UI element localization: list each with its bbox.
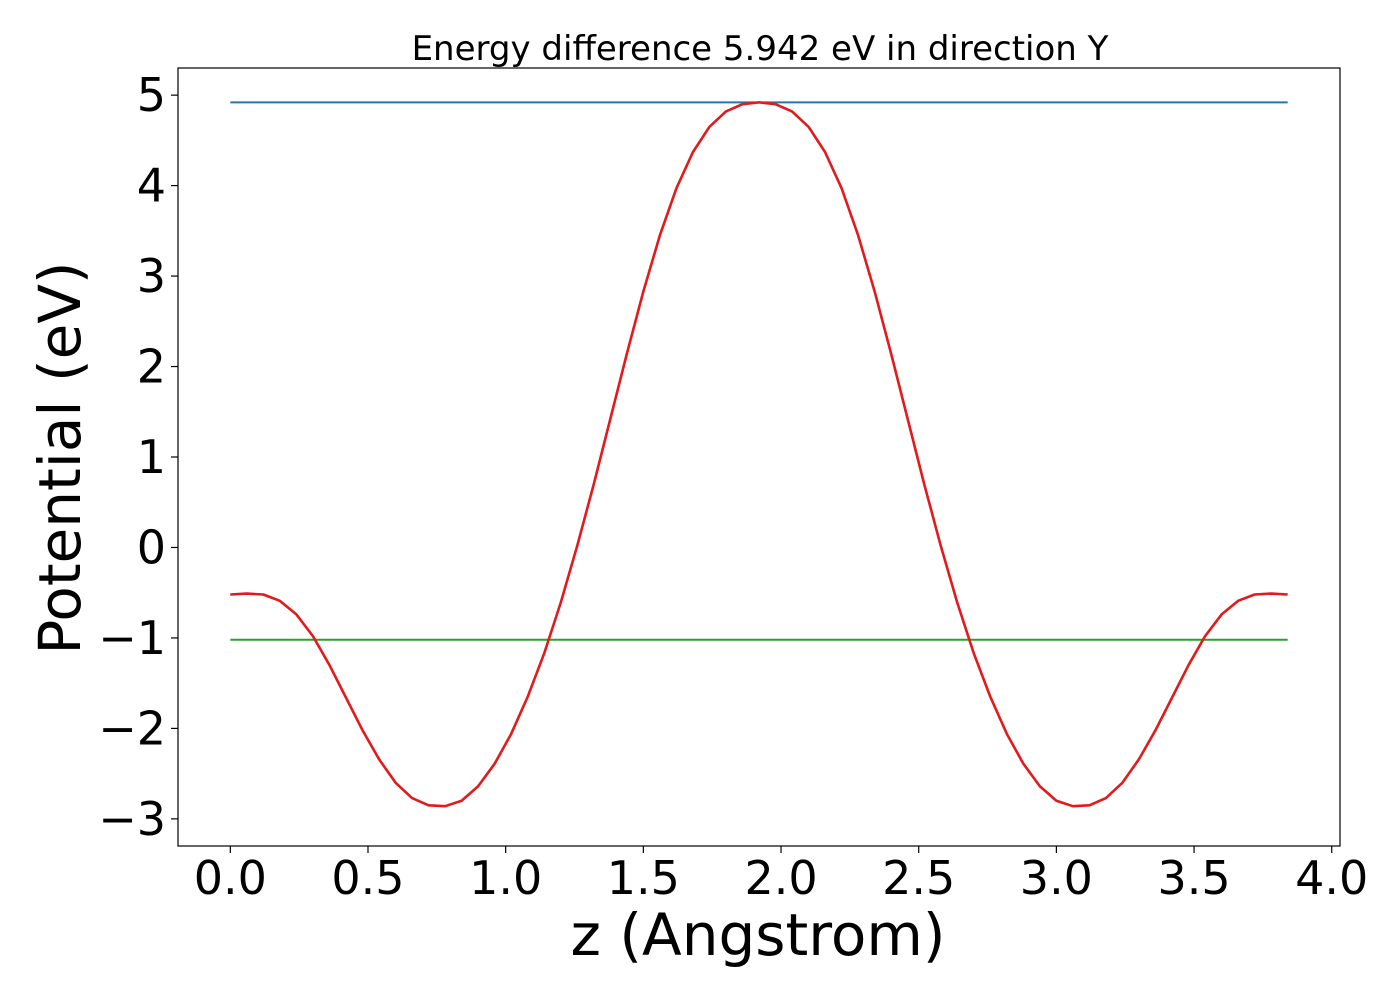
y-axis-ticks: 5 4 3 2 1 0 −1 −2 −3 bbox=[98, 68, 178, 846]
x-tick-label: 2.5 bbox=[882, 851, 955, 905]
series-line-potential bbox=[230, 101, 1288, 808]
x-tick-label: 1.0 bbox=[469, 851, 542, 905]
chart-title: Energy difference 5.942 eV in direction … bbox=[412, 29, 1109, 69]
x-tick-label: 3.0 bbox=[1020, 851, 1093, 905]
plot-area bbox=[177, 67, 1341, 847]
y-tick-label: 1 bbox=[137, 430, 166, 484]
y-tick-label: 3 bbox=[137, 249, 166, 303]
x-axis-label: z (Angstrom) bbox=[571, 901, 946, 969]
y-tick-label: −1 bbox=[98, 611, 166, 665]
x-tick-label: 0.0 bbox=[194, 851, 267, 905]
y-tick-label: 2 bbox=[137, 340, 166, 394]
x-tick-label: 0.5 bbox=[331, 851, 404, 905]
y-tick-label: 5 bbox=[137, 68, 166, 122]
y-tick-label: −2 bbox=[98, 701, 166, 755]
y-tick-label: −3 bbox=[98, 792, 166, 846]
plot-frame bbox=[177, 67, 1341, 847]
x-tick-label: 2.0 bbox=[744, 851, 817, 905]
y-axis-label: Potential (eV) bbox=[26, 261, 94, 654]
x-tick-label: 4.0 bbox=[1295, 851, 1368, 905]
x-tick-label: 1.5 bbox=[607, 851, 680, 905]
y-tick-label: 4 bbox=[137, 159, 166, 213]
x-tick-label: 3.5 bbox=[1157, 851, 1230, 905]
y-tick-label: 0 bbox=[137, 520, 166, 574]
x-axis-ticks: 0.0 0.5 1.0 1.5 2.0 2.5 3.0 3.5 4.0 bbox=[194, 846, 1368, 905]
